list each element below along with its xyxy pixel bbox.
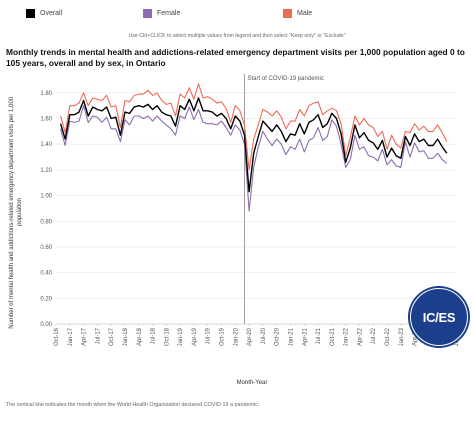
x-tick-label: Jan-19 xyxy=(178,327,184,346)
x-tick-label: Oct-16 xyxy=(54,327,60,346)
pandemic-annotation-label: Start of COVID-19 pandemic xyxy=(248,76,324,82)
x-tick-label: Jan-23 xyxy=(399,327,405,346)
x-tick-label: Jan-22 xyxy=(344,327,350,346)
x-tick-label: Jan-20 xyxy=(233,327,239,346)
x-tick-label: Jan-21 xyxy=(288,327,294,346)
x-tick-label: Jul-21 xyxy=(316,327,322,344)
y-tick-label: 1.20 xyxy=(40,168,52,174)
y-tick-label: 0.00 xyxy=(40,322,52,328)
x-tick-label: Jul-17 xyxy=(95,327,101,344)
legend-label-male: Male xyxy=(297,9,313,17)
legend-label-female: Female xyxy=(157,9,181,17)
x-tick-label: Apr-18 xyxy=(137,327,143,346)
x-tick-label: Jan-17 xyxy=(68,327,74,346)
x-tick-label: Apr-21 xyxy=(302,327,308,346)
x-tick-label: Oct-22 xyxy=(385,327,391,346)
y-axis-title: Number of mental health and addictions-r… xyxy=(9,95,23,328)
legend-item-female[interactable]: Female xyxy=(143,6,180,20)
y-tick-label: 0.60 xyxy=(40,245,52,251)
legend-swatch-male xyxy=(283,8,292,18)
grid-layer xyxy=(56,92,456,325)
series-line-overall xyxy=(59,97,448,193)
y-tick-label: 1.00 xyxy=(40,194,52,200)
y-tick-labels: 0.00 0.20 0.40 0.60 0.80 1.00 1.20 1.40 1.60 1.80 xyxy=(40,91,52,328)
x-tick-label: Oct-20 xyxy=(275,327,281,346)
legend-item-overall[interactable]: Overall xyxy=(26,6,62,20)
legend-label-overall: Overall xyxy=(40,9,63,17)
legend-swatch-overall xyxy=(26,8,35,18)
x-tick-label: Jul-20 xyxy=(261,327,267,344)
x-tick-label: Oct-19 xyxy=(220,327,226,346)
legend-item-male[interactable]: Male xyxy=(283,6,312,20)
y-tick-label: 1.40 xyxy=(40,142,52,148)
x-tick-label: Oct-18 xyxy=(164,327,170,346)
y-axis-title-line2: population xyxy=(17,198,23,226)
footnote: The vertical line indicates the month wh… xyxy=(6,402,260,408)
legend-instruction: Use Ctrl+CLICK to select multiple values… xyxy=(128,33,346,39)
y-axis-title-line1: Number of mental health and addictions-r… xyxy=(9,96,15,328)
ices-logo-text: IC/ES xyxy=(422,309,456,325)
x-tick-label: Jan-18 xyxy=(123,327,129,346)
x-tick-label: Apr-20 xyxy=(247,327,253,346)
ices-logo: IC/ES xyxy=(408,286,470,348)
series-layer xyxy=(59,83,448,212)
x-tick-label: Apr-19 xyxy=(192,327,198,346)
x-tick-labels: Oct-16 Jan-17 Apr-17 Jul-17 Oct-17 Jan-18 Apr-… xyxy=(54,324,460,346)
x-tick-label: Jul-22 xyxy=(371,327,377,344)
x-tick-label: Oct-21 xyxy=(330,327,336,346)
y-tick-label: 0.40 xyxy=(40,271,52,277)
y-tick-label: 1.60 xyxy=(40,117,52,123)
y-tick-label: 1.80 xyxy=(40,91,52,97)
series-line-male xyxy=(60,83,448,171)
chart-title: Monthly trends in mental health and addi… xyxy=(6,47,465,68)
x-tick-label: Apr-22 xyxy=(357,327,363,346)
legend-swatch-female xyxy=(143,8,152,18)
x-tick-label: Jul-18 xyxy=(151,327,157,344)
series-line-female xyxy=(60,105,448,212)
x-tick-label: Apr-17 xyxy=(82,327,88,346)
ices-logo-ring: IC/ES xyxy=(410,288,468,346)
y-tick-label: 0.80 xyxy=(40,219,52,225)
x-tick-label: Jul-19 xyxy=(206,327,212,344)
legend: Overall Female Male xyxy=(0,6,474,20)
annotation-layer: Start of COVID-19 pandemic xyxy=(244,74,324,324)
x-axis-title: Month-Year xyxy=(237,380,268,386)
y-tick-label: 0.20 xyxy=(40,296,52,302)
x-tick-label: Oct-17 xyxy=(109,327,115,346)
